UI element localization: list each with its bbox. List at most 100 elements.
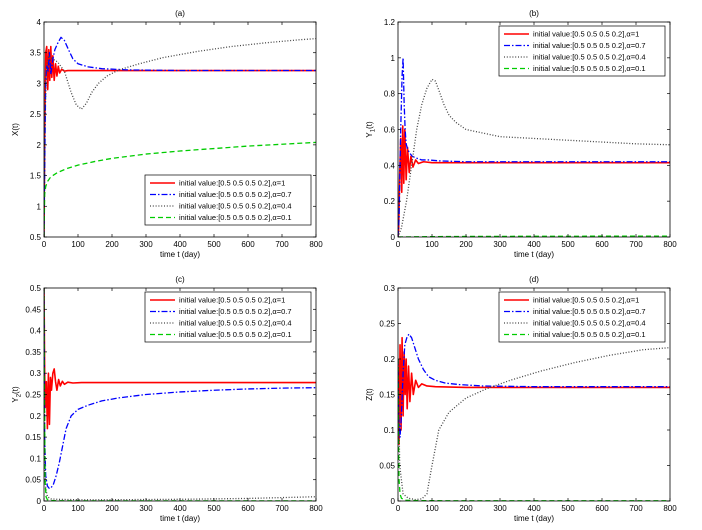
series-line: [398, 78, 670, 237]
y-tick-label: 0.05: [25, 476, 41, 485]
chart-panel: (c) 0 100 200 300 400 500 600 700 800 0 0.05 0.1 0.15…: [11, 275, 323, 523]
x-tick-label: 300: [139, 240, 153, 249]
legend-label: initial value:[0.5 0.5 0.5 0.2],α=0.1: [533, 330, 646, 339]
x-tick-label: 400: [527, 240, 541, 249]
chart-panel: (a) 0 100 200 300 400 500 600 700 800 0.5 1 1.5 2 2.5 3…: [11, 9, 323, 259]
x-tick-label: 600: [595, 504, 609, 513]
x-tick-label: 700: [629, 240, 643, 249]
series-line: [44, 288, 316, 501]
chart-panel: (d) 0 100 200 300 400 500 600 700 800 0 0.05 0.1 0.15…: [365, 275, 677, 523]
legend: initial value:[0.5 0.5 0.5 0.2],α=1 initi…: [144, 291, 312, 343]
legend: initial value:[0.5 0.5 0.5 0.2],α=1 initi…: [498, 291, 666, 343]
legend-label: initial value:[0.5 0.5 0.5 0.2],α=1: [533, 30, 639, 39]
y-tick-label: 4: [37, 18, 42, 27]
y-tick-label: 0.6: [384, 126, 396, 135]
y-tick-label: 0.35: [25, 348, 41, 357]
x-tick-label: 200: [105, 504, 119, 513]
y-tick-label: 0.5: [30, 233, 42, 242]
series-line: [398, 57, 670, 237]
x-tick-label: 100: [425, 240, 439, 249]
y-tick-label: 0.1: [30, 454, 42, 463]
x-tick-label: 200: [459, 504, 473, 513]
y-tick-label: 1: [391, 54, 396, 63]
series-line: [398, 336, 670, 446]
y-tick-label: 0.2: [384, 197, 396, 206]
y-tick-label: 0.2: [30, 412, 42, 421]
y-axis-label: Y1(t): [365, 121, 377, 138]
legend-label: initial value:[0.5 0.5 0.5 0.2],α=1: [179, 179, 285, 188]
legend-label: initial value:[0.5 0.5 0.5 0.2],α=0.4: [533, 319, 646, 328]
legend-label: initial value:[0.5 0.5 0.5 0.2],α=0.7: [179, 190, 292, 199]
chart-panel: (b) 0 100 200 300 400 500 600 700 800 0 0.2 0.4 0.6 0.…: [365, 9, 677, 259]
x-tick-label: 400: [173, 240, 187, 249]
y-tick-label: 0.1: [384, 426, 396, 435]
x-tick-label: 500: [561, 240, 575, 249]
x-tick-label: 300: [139, 504, 153, 513]
y-axis-label: Z(t): [365, 388, 374, 401]
x-tick-label: 800: [309, 240, 323, 249]
x-axis-label: time t (day): [514, 250, 554, 259]
x-tick-label: 500: [207, 504, 221, 513]
y-axis-label: X(t): [11, 123, 20, 136]
y-tick-label: 0: [391, 497, 396, 506]
series-line: [398, 333, 670, 438]
y-axis-label: Y2(t): [11, 386, 23, 403]
legend-label: initial value:[0.5 0.5 0.5 0.2],α=1: [179, 296, 285, 305]
x-axis-label: time t (day): [160, 250, 200, 259]
legend: initial value:[0.5 0.5 0.5 0.2],α=1 initi…: [144, 174, 312, 226]
x-tick-label: 400: [527, 504, 541, 513]
chart-title: (c): [175, 275, 185, 284]
x-tick-label: 300: [493, 504, 507, 513]
x-tick-label: 700: [275, 240, 289, 249]
x-tick-label: 400: [173, 504, 187, 513]
legend-label: initial value:[0.5 0.5 0.5 0.2],α=0.1: [179, 330, 292, 339]
x-tick-label: 600: [241, 240, 255, 249]
y-tick-label: 1: [37, 202, 42, 211]
x-tick-label: 0: [42, 240, 47, 249]
y-tick-label: 1.2: [384, 18, 396, 27]
series-line: [44, 288, 316, 489]
x-tick-label: 600: [241, 504, 255, 513]
y-tick-label: 3: [37, 79, 42, 88]
y-tick-label: 0.2: [384, 355, 396, 364]
y-tick-label: 0.25: [379, 320, 395, 329]
y-tick-label: 0.25: [25, 391, 41, 400]
x-tick-label: 100: [71, 240, 85, 249]
y-tick-label: 3.5: [30, 49, 42, 58]
x-tick-label: 300: [493, 240, 507, 249]
y-tick-label: 0.3: [384, 284, 396, 293]
x-tick-label: 800: [309, 504, 323, 513]
chart-title: (d): [529, 275, 539, 284]
legend-label: initial value:[0.5 0.5 0.5 0.2],α=0.1: [179, 213, 292, 222]
y-tick-label: 0.8: [384, 90, 396, 99]
y-tick-label: 0.4: [384, 161, 396, 170]
x-tick-label: 700: [629, 504, 643, 513]
legend: initial value:[0.5 0.5 0.5 0.2],α=1 initi…: [498, 25, 666, 77]
x-axis-label: time t (day): [514, 514, 554, 523]
y-tick-label: 0.15: [25, 433, 41, 442]
y-tick-label: 0.3: [30, 369, 42, 378]
x-tick-label: 0: [42, 504, 47, 513]
x-tick-label: 200: [105, 240, 119, 249]
y-tick-label: 0.15: [379, 391, 395, 400]
y-tick-label: 0.4: [30, 327, 42, 336]
y-tick-label: 0: [391, 233, 396, 242]
y-tick-label: 0.05: [379, 462, 395, 471]
legend-label: initial value:[0.5 0.5 0.5 0.2],α=0.4: [179, 202, 292, 211]
chart-title: (b): [529, 9, 539, 18]
legend-label: initial value:[0.5 0.5 0.5 0.2],α=0.7: [179, 307, 292, 316]
series-line: [44, 141, 316, 237]
x-tick-label: 600: [595, 240, 609, 249]
y-tick-label: 1.5: [30, 172, 42, 181]
x-tick-label: 100: [71, 504, 85, 513]
y-tick-label: 0.45: [25, 305, 41, 314]
legend-label: initial value:[0.5 0.5 0.5 0.2],α=0.4: [179, 319, 292, 328]
x-tick-label: 0: [396, 240, 401, 249]
x-tick-label: 200: [459, 240, 473, 249]
legend-label: initial value:[0.5 0.5 0.5 0.2],α=0.7: [533, 41, 646, 50]
x-tick-label: 500: [207, 240, 221, 249]
y-tick-label: 2.5: [30, 110, 42, 119]
series-line: [398, 125, 670, 237]
y-tick-label: 0: [37, 497, 42, 506]
